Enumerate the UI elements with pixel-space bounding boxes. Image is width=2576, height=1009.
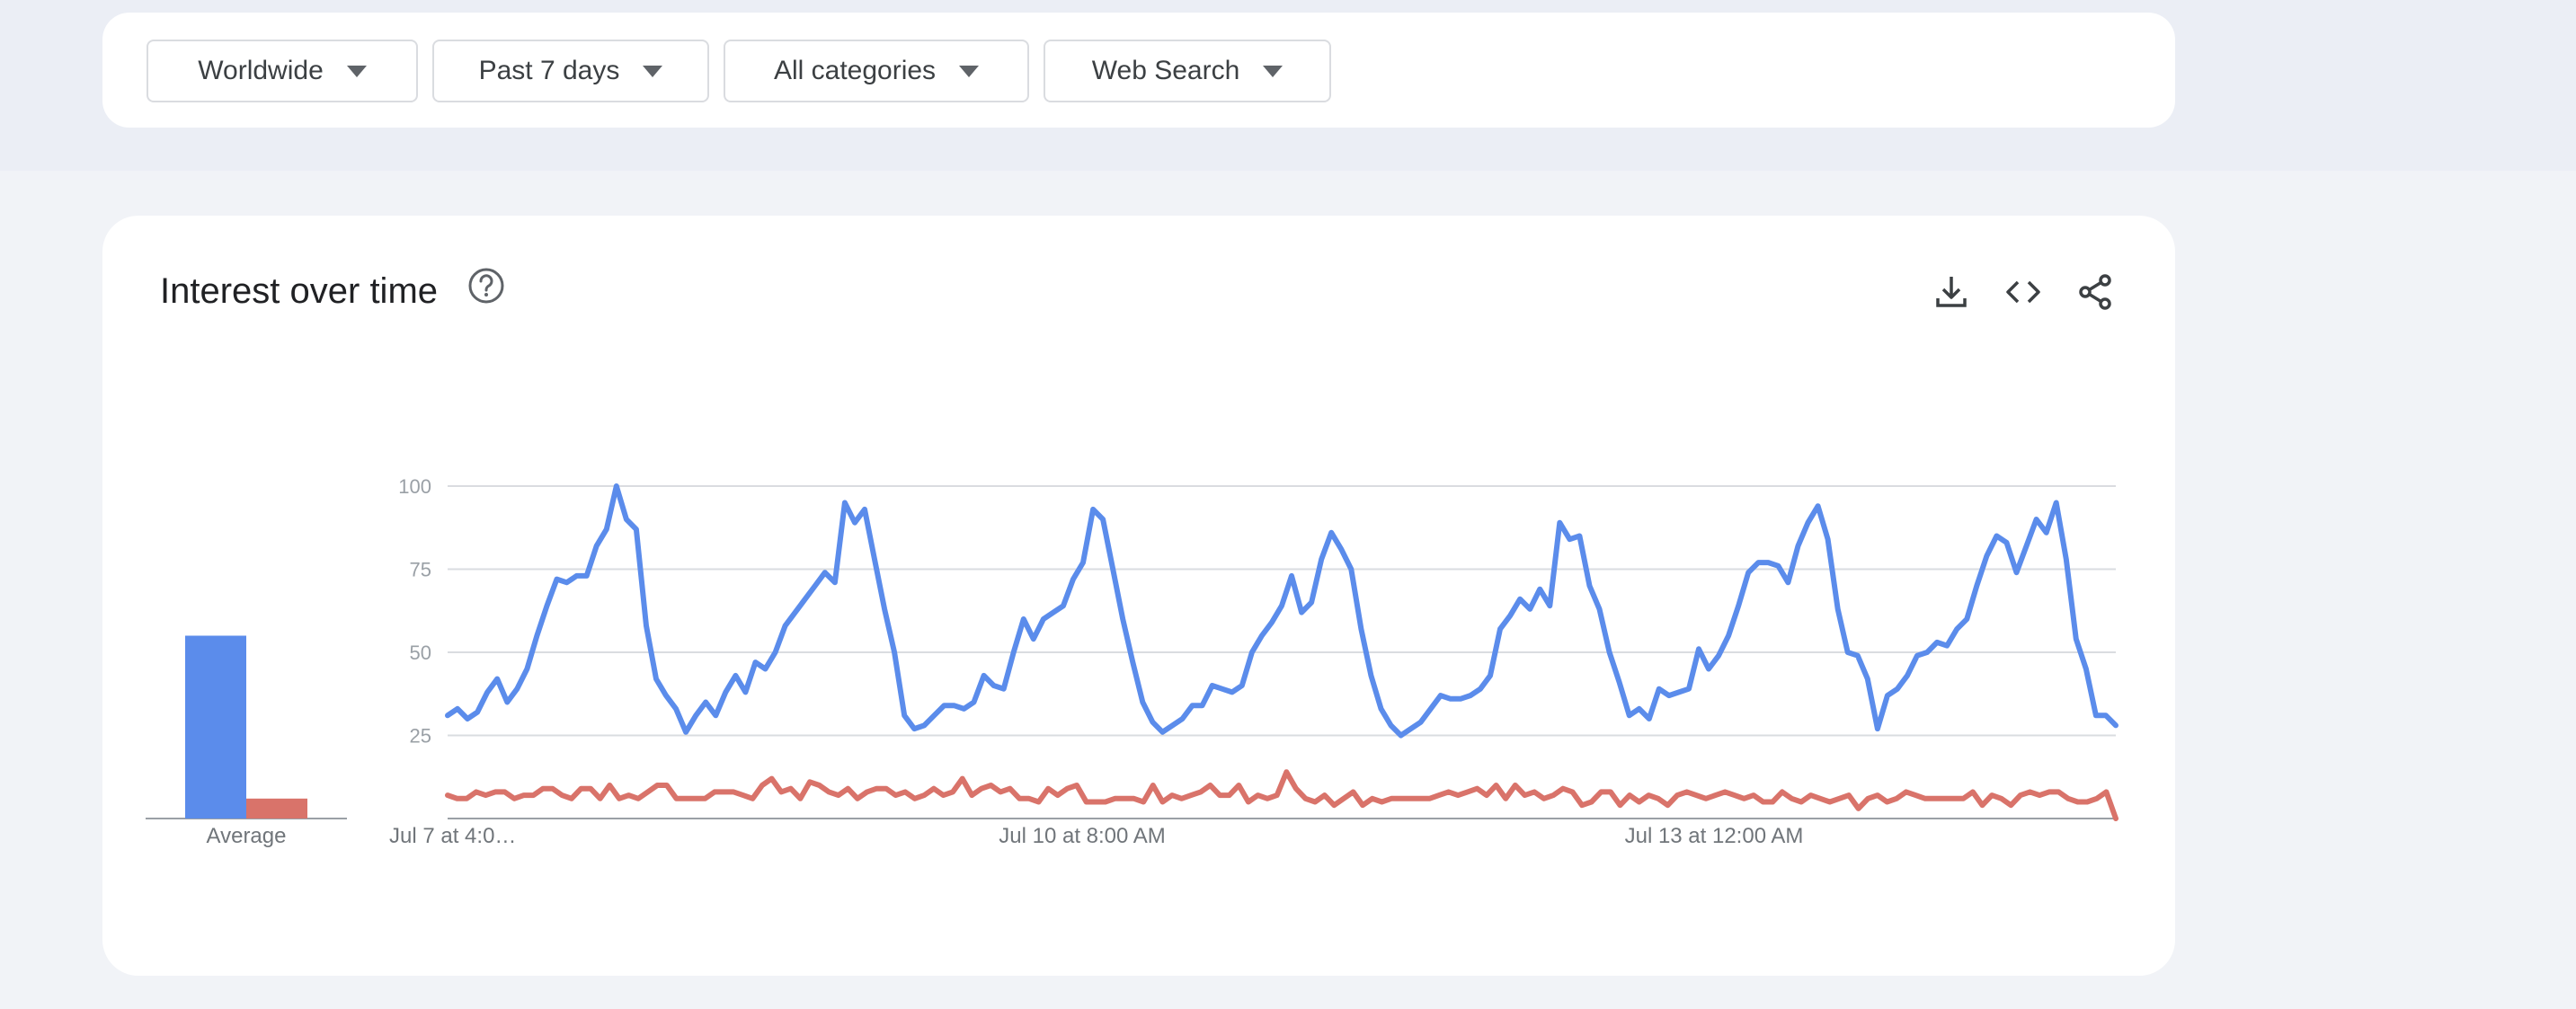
region-filter-label: Worldwide bbox=[198, 56, 324, 85]
x-tick-label: Jul 13 at 12:00 AM bbox=[1625, 824, 1804, 848]
y-tick-label: 25 bbox=[410, 725, 431, 748]
caret-down-icon bbox=[1263, 65, 1284, 77]
y-tick-label: 75 bbox=[410, 559, 431, 581]
help-circle-icon[interactable] bbox=[466, 266, 506, 305]
average-bar-1 bbox=[185, 635, 246, 819]
x-tick-label: Jul 10 at 8:00 AM bbox=[999, 824, 1165, 848]
time-range-dropdown[interactable]: Past 7 days bbox=[432, 40, 709, 102]
search-type-dropdown[interactable]: Web Search bbox=[1044, 40, 1331, 102]
embed-code-icon[interactable] bbox=[2003, 271, 2044, 313]
share-icon[interactable] bbox=[2074, 271, 2116, 313]
caret-down-icon bbox=[346, 65, 367, 77]
interest-over-time-card: Interest over time bbox=[102, 216, 2175, 976]
time-range-label: Past 7 days bbox=[478, 56, 620, 85]
search-type-label: Web Search bbox=[1091, 56, 1240, 85]
y-tick-label: 50 bbox=[410, 642, 431, 664]
average-label: Average bbox=[207, 824, 287, 848]
category-label: All categories bbox=[773, 56, 937, 85]
series-line-1 bbox=[445, 483, 2119, 739]
download-icon[interactable] bbox=[1931, 271, 1972, 313]
region-filter-dropdown[interactable]: Worldwide bbox=[147, 40, 418, 102]
category-dropdown[interactable]: All categories bbox=[724, 40, 1029, 102]
caret-down-icon bbox=[643, 65, 663, 77]
filter-bar: Worldwide Past 7 days All categories Web… bbox=[102, 13, 2175, 128]
average-bar-2 bbox=[246, 798, 307, 819]
y-tick-label: 100 bbox=[398, 475, 431, 498]
x-tick-label: Jul 7 at 4:0… bbox=[389, 824, 516, 848]
caret-down-icon bbox=[959, 65, 980, 77]
card-title: Interest over time bbox=[160, 271, 439, 311]
series-line-2 bbox=[445, 769, 2119, 821]
